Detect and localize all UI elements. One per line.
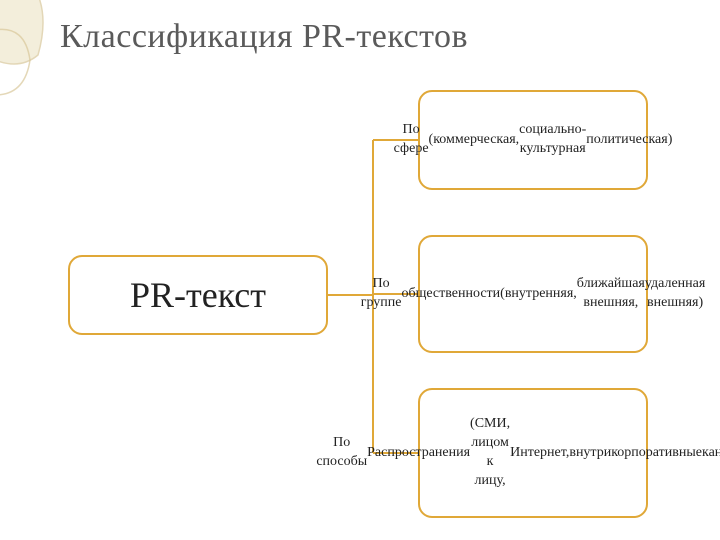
tree-child-node: По группеобщественности(внутренняя,ближа… bbox=[418, 235, 648, 353]
page-title: Классификация PR-текстов bbox=[60, 18, 468, 56]
tree-child-node: По способыРаспространения(СМИ, лицом к л… bbox=[418, 388, 648, 518]
classification-tree: PR-текст По сфере(коммерческая,социально-… bbox=[0, 75, 720, 525]
tree-root-node: PR-текст bbox=[68, 255, 328, 335]
tree-child-node: По сфере(коммерческая,социально-культурн… bbox=[418, 90, 648, 190]
